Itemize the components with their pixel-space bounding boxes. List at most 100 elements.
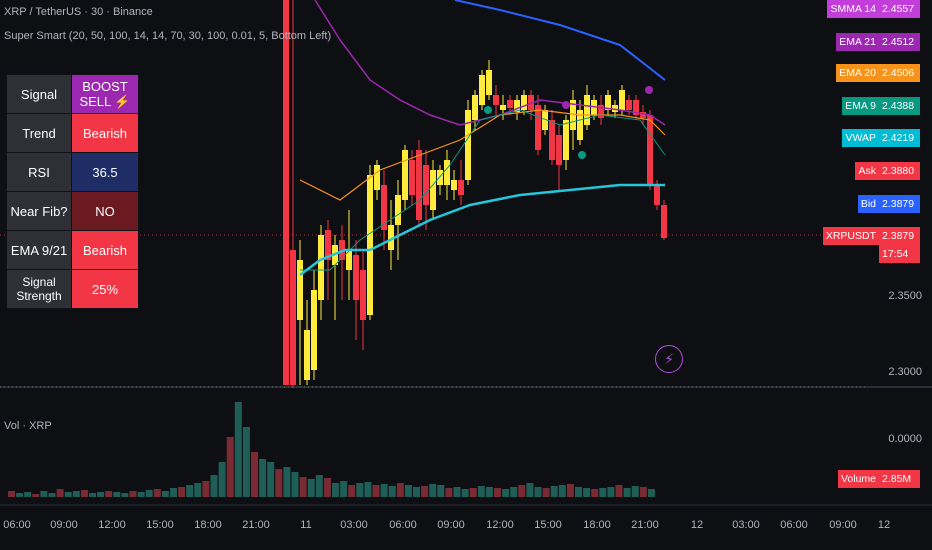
volume-bar <box>170 488 177 497</box>
tag-ask-name: Ask <box>855 162 879 180</box>
volume-bar <box>48 493 56 497</box>
candle-body <box>360 270 366 320</box>
vwap-line <box>299 183 665 276</box>
volume-bar <box>607 487 615 497</box>
symbol-title[interactable]: XRP / TetherUS · 30 · Binance <box>4 6 153 18</box>
signal-dot <box>484 106 492 114</box>
volume-bar <box>80 490 88 497</box>
signal-label: Signal <box>6 74 72 114</box>
volume-bar <box>113 492 121 497</box>
volume-bar <box>631 486 639 497</box>
lightning-bolt-icon[interactable]: ⚡ <box>655 345 683 373</box>
volume-bar <box>242 427 250 497</box>
tag-ema9-value: 2.4388 <box>879 97 920 115</box>
candle-body <box>472 95 478 120</box>
candle-body <box>535 105 541 150</box>
volume-bar <box>566 484 574 497</box>
tag-ema9-name: EMA 9 <box>842 97 879 115</box>
volume-bar <box>404 485 412 497</box>
candle-body <box>283 0 289 385</box>
tag-bid-name: Bid <box>857 195 879 213</box>
volume-bar <box>510 487 518 497</box>
tag-volume-value: 2.85M <box>879 470 920 488</box>
time-axis-label: 12 <box>690 519 704 531</box>
volume-bar <box>210 475 218 497</box>
time-axis-label: 03:00 <box>732 519 760 531</box>
volume-bar <box>372 485 380 497</box>
volume-axis-zero: 0.0000 <box>888 433 922 445</box>
volume-bar <box>380 484 388 497</box>
volume-bar <box>469 488 477 497</box>
time-axis-label: 21:00 <box>242 519 270 531</box>
ema-cross-label: EMA 9/21 <box>6 230 72 270</box>
time-axis-label: 09:00 <box>829 519 857 531</box>
time-axis-label: 15:00 <box>534 519 562 531</box>
volume-bar <box>340 481 348 497</box>
candle-body <box>507 100 513 108</box>
volume-bar <box>137 492 145 497</box>
tag-last-price-value: 2.3879 <box>879 227 920 245</box>
ema-cross-value: Bearish <box>71 230 139 270</box>
candle-body <box>297 260 303 320</box>
candle-body <box>381 185 387 230</box>
candle-body <box>577 110 583 140</box>
volume-bar <box>485 487 493 497</box>
volume-bar <box>599 488 607 497</box>
volume-bar <box>647 489 655 497</box>
volume-bar <box>97 492 105 497</box>
tag-vwap-value: 2.4219 <box>879 129 920 147</box>
tag-bid: Bid 2.3879 <box>857 195 920 213</box>
volume-bar <box>153 489 161 497</box>
volume-bar <box>461 489 469 497</box>
volume-bar <box>267 462 275 497</box>
volume-bar <box>437 485 445 497</box>
signal-strength-label: Signal Strength <box>6 269 72 309</box>
time-axis-label: 09:00 <box>50 519 78 531</box>
indicator-title[interactable]: Super Smart (20, 50, 100, 14, 14, 70, 30… <box>4 30 332 42</box>
candle-body <box>423 165 429 205</box>
candle-body <box>409 160 415 195</box>
rsi-label: RSI <box>6 152 72 192</box>
trend-value: Bearish <box>71 113 139 153</box>
volume-bar <box>64 492 72 497</box>
candle-body <box>311 290 317 370</box>
tag-ema21: EMA 21 2.4512 <box>836 33 920 51</box>
trend-label: Trend <box>6 113 72 153</box>
candle-body <box>521 95 527 110</box>
candle-body <box>325 230 331 260</box>
volume-bar <box>178 487 186 497</box>
tag-ema21-name: EMA 21 <box>836 33 879 51</box>
volume-bar <box>186 485 194 497</box>
volume-title[interactable]: Vol · XRP <box>4 420 52 432</box>
volume-bar <box>259 459 267 497</box>
tag-vwap-name: VWAP <box>842 129 879 147</box>
ema-9-line <box>300 109 666 271</box>
candle-body <box>542 110 548 130</box>
volume-bar <box>145 490 153 497</box>
time-axis-label: 06:00 <box>780 519 808 531</box>
candle-body <box>647 115 653 185</box>
tag-volume: Volume 2.85M <box>837 470 920 488</box>
volume-bar <box>526 483 534 497</box>
signal-dot <box>645 86 653 94</box>
candle-body <box>367 175 373 315</box>
candle-body <box>486 70 492 95</box>
candle-body <box>584 95 590 125</box>
volume-bar <box>194 483 202 497</box>
price-axis-label: 2.3000 <box>888 366 922 378</box>
volume-bar <box>89 493 96 497</box>
candle-body <box>528 95 534 110</box>
volume-bar <box>32 494 40 497</box>
volume-bar <box>323 478 331 497</box>
time-axis-label: 12 <box>877 519 891 531</box>
tag-ema20: EMA 20 2.4506 <box>836 64 920 82</box>
time-axis-label: 21:00 <box>631 519 659 531</box>
candle-body <box>437 170 443 185</box>
table-row: Near Fib? NO <box>6 191 139 231</box>
volume-bar <box>202 481 210 497</box>
volume-bar <box>275 469 283 497</box>
volume-bar <box>575 487 582 497</box>
candle-body <box>465 110 471 180</box>
